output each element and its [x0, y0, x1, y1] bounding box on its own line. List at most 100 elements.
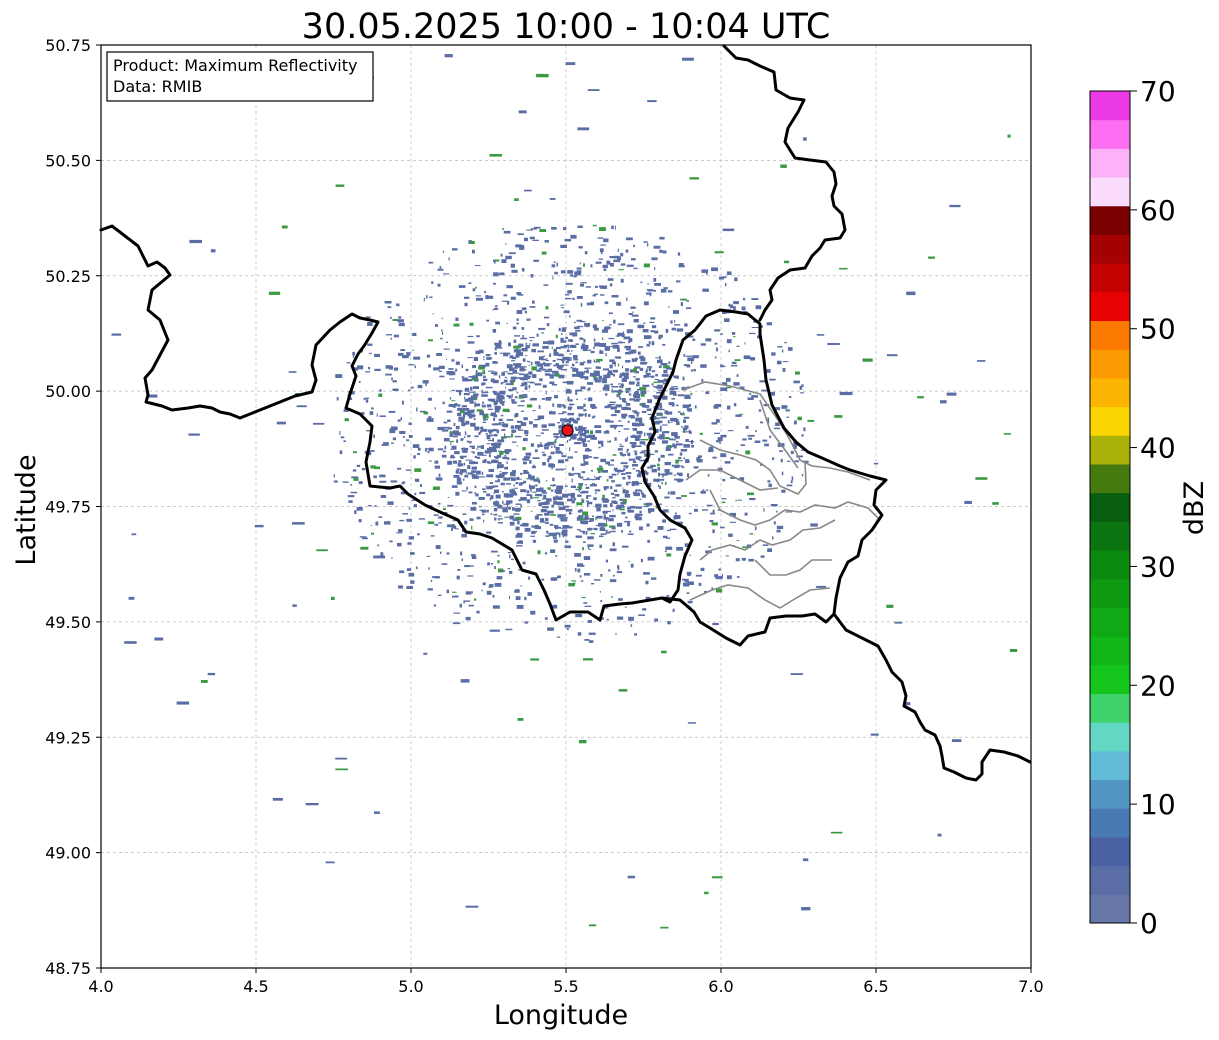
echo-pixel [681, 495, 687, 497]
echo-pixel [793, 442, 798, 447]
echo-pixel [662, 424, 668, 426]
echo-pixel [650, 375, 655, 378]
echo-pixel [617, 332, 624, 337]
echo-pixel [576, 319, 583, 322]
echo-pixel [662, 250, 667, 254]
echo-pixel [655, 357, 660, 359]
echo-pixel [728, 303, 731, 307]
echo-pixel [651, 383, 654, 386]
echo-pixel [492, 444, 497, 447]
echo-pixel [543, 341, 550, 344]
colorbar-tick-label: 10 [1140, 788, 1176, 821]
echo-pixel [621, 413, 628, 417]
echo-pixel [415, 566, 418, 570]
echo-pixel [606, 260, 611, 265]
echo-pixel [635, 513, 643, 517]
echo-pixel [542, 462, 546, 466]
echo-pixel [581, 490, 589, 494]
echo-pixel [532, 374, 537, 378]
echo-pixel [609, 364, 613, 369]
echo-pixel [640, 559, 643, 563]
echo-pixel [776, 525, 784, 529]
echo-pixel [471, 451, 474, 453]
echo-pixel [693, 466, 699, 469]
echo-pixel [519, 482, 524, 484]
echo-pixel [647, 466, 653, 469]
echo-pixel [493, 282, 496, 285]
echo-pixel [673, 516, 677, 520]
echo-pixel [400, 491, 407, 495]
echo-pixel [469, 461, 476, 465]
echo-pixel [745, 450, 751, 455]
echo-pixel [613, 374, 616, 377]
echo-pixel [428, 397, 432, 401]
echo-pixel [495, 456, 499, 459]
echo-pixel [544, 552, 548, 555]
echo-pixel [632, 410, 637, 413]
echo-pixel [600, 250, 603, 254]
echo-pixel [600, 574, 603, 577]
echo-pixel [593, 456, 599, 459]
echo-pixel [739, 386, 745, 389]
echo-pixel [611, 225, 614, 230]
echo-pixel [536, 369, 542, 372]
echo-pixel [396, 303, 400, 306]
echo-pixel [455, 425, 460, 430]
echo-pixel [468, 491, 473, 494]
echo-pixel [556, 525, 559, 527]
echo-pixel [467, 341, 475, 344]
echo-pixel [207, 672, 216, 676]
echo-pixel [557, 575, 561, 579]
echo-pixel [724, 318, 730, 322]
echo-pixel [560, 304, 565, 306]
echo-pixel [500, 382, 503, 385]
echo-pixel [643, 505, 649, 508]
echo-pixel [408, 435, 413, 438]
echo-pixel [653, 478, 661, 482]
echo-pixel [617, 390, 624, 393]
colorbar-tick-label: 0 [1140, 907, 1158, 940]
echo-pixel [356, 507, 363, 511]
echo-pixel [547, 487, 551, 490]
echo-pixel [416, 479, 419, 482]
echo-pixel [484, 291, 486, 294]
echo-pixel [530, 443, 534, 447]
echo-pixel [331, 596, 335, 600]
echo-pixel [408, 507, 411, 510]
echo-pixel [663, 378, 669, 383]
echo-pixel [681, 386, 687, 391]
echo-pixel [749, 533, 754, 535]
echo-pixel [587, 620, 592, 623]
echo-pixel [461, 558, 463, 561]
echo-pixel [664, 481, 667, 485]
echo-pixel [714, 329, 721, 332]
echo-pixel [610, 406, 617, 410]
echo-pixel [604, 405, 609, 409]
echo-pixel [628, 338, 633, 342]
echo-pixel [572, 368, 579, 372]
echo-pixel [593, 370, 600, 374]
echo-pixel [590, 533, 595, 535]
echo-pixel [429, 296, 433, 299]
echo-pixel [627, 522, 630, 527]
echo-pixel [586, 495, 592, 497]
echo-pixel [548, 423, 556, 427]
echo-pixel [520, 410, 524, 412]
echo-pixel [435, 545, 441, 549]
echo-pixel [514, 396, 518, 399]
echo-pixel [507, 507, 511, 510]
echo-pixel [336, 397, 339, 401]
echo-pixel [622, 365, 624, 369]
echo-pixel [417, 447, 421, 451]
echo-pixel [511, 429, 517, 433]
echo-pixel [534, 526, 541, 530]
echo-pixel [649, 335, 652, 339]
echo-pixel [399, 570, 405, 574]
echo-pixel [716, 347, 718, 352]
echo-pixel [570, 340, 573, 342]
echo-pixel [506, 504, 509, 508]
echo-pixel [474, 403, 478, 405]
echo-pixel [600, 244, 606, 246]
echo-pixel [711, 267, 718, 272]
echo-pixel [742, 546, 747, 549]
